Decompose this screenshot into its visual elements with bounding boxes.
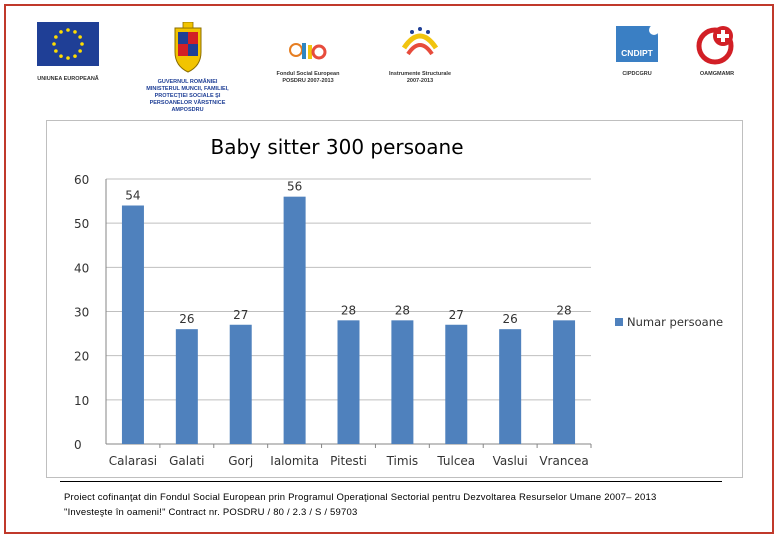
government-caption: GUVERNUL ROMÂNIEI MINISTERUL MUNCII, FAM… (146, 79, 229, 113)
bar (553, 320, 576, 444)
data-label: 26 (503, 312, 518, 326)
eu-star-icon (54, 35, 58, 39)
eu-star-icon (59, 54, 63, 58)
x-tick-label: Galati (169, 454, 204, 468)
eu-star-icon (52, 42, 56, 46)
structural-instruments-caption: Instrumente Structurale 2007-2013 (388, 71, 452, 84)
crest-icon (174, 21, 201, 73)
y-tick-label: 40 (74, 261, 89, 275)
x-tick-label: Vaslui (493, 454, 528, 468)
cndipt-icon: CNDIPT (616, 25, 659, 62)
cndipt-logo: CNDIPT CIPDCGRU (606, 22, 668, 78)
x-tick-label: Pitesti (330, 454, 367, 468)
y-tick-label: 20 (74, 350, 89, 364)
bar (229, 324, 252, 444)
x-tick-label: Gorj (228, 454, 253, 468)
red-cross-caption: OAMGMAMR (699, 71, 735, 77)
y-tick-label: 0 (74, 438, 82, 452)
fse-caption: Fondul Social European POSDRU 2007-2013 (276, 71, 340, 84)
x-tick-label: Timis (386, 454, 419, 468)
fse-logo: Fondul Social European POSDRU 2007-2013 (268, 22, 348, 85)
data-label: 27 (449, 308, 464, 322)
red-cross-logo: OAMGMAMR (692, 22, 742, 78)
x-tick-label: Calarasi (109, 454, 157, 468)
x-tick-label: Ialomita (270, 454, 319, 468)
eu-star-icon (73, 54, 77, 58)
eu-star-icon (54, 49, 58, 53)
eu-star-icon (78, 49, 82, 53)
y-tick-label: 30 (74, 306, 89, 320)
eu-star-icon (66, 28, 70, 32)
footer-rule (60, 481, 722, 482)
legend-label: Numar persoane (627, 315, 723, 329)
bar-chart: 0 10 20 30 40 50 60 54 Calarasi 26 Galati 27 Gorj 56 I… (74, 173, 723, 468)
chart-title: Baby sitter 300 persoane (210, 135, 464, 159)
legend-swatch (615, 318, 623, 326)
data-label: 28 (556, 303, 571, 317)
fse-icon (289, 43, 327, 60)
footer-line-2: "Investeşte în oameni!" Contract nr. POS… (64, 507, 358, 518)
bar (121, 205, 144, 444)
bar (283, 196, 306, 444)
data-label: 26 (179, 312, 194, 326)
y-tick-label: 60 (74, 173, 89, 187)
footer: Proiect cofinanţat din Fondul Social Eur… (64, 490, 744, 520)
structural-instruments-icon (401, 27, 439, 56)
eu-star-icon (73, 30, 77, 34)
cndipt-mark: CNDIPT (621, 48, 653, 58)
eu-star-icon (80, 42, 84, 46)
bar (337, 320, 360, 444)
y-tick-label: 50 (74, 217, 89, 231)
data-label: 27 (233, 308, 248, 322)
eu-star-icon (59, 30, 63, 34)
structural-instruments-logo: Instrumente Structurale 2007-2013 (380, 22, 460, 85)
eu-star-icon (78, 35, 82, 39)
bar (391, 320, 414, 444)
government-logo: GUVERNUL ROMÂNIEI MINISTERUL MUNCII, FAM… (140, 21, 235, 114)
bar (499, 329, 522, 444)
x-tick-label: Vrancea (539, 454, 588, 468)
eu-logo: UNIUNEA EUROPEANĂ (32, 22, 104, 83)
eu-star-icon (66, 56, 70, 60)
data-label: 56 (287, 180, 302, 194)
footer-line-1: Proiect cofinanţat din Fondul Social Eur… (64, 492, 657, 503)
eu-caption: UNIUNEA EUROPEANĂ (37, 76, 99, 82)
red-cross-icon (696, 26, 734, 65)
chart-container: Baby sitter 300 persoane 0 10 20 30 40 50 60 54… (46, 120, 743, 478)
data-label: 28 (341, 303, 356, 317)
bar (445, 324, 468, 444)
eu-flag-icon (37, 22, 99, 66)
cndipt-caption: CIPDCGRU (622, 71, 652, 77)
x-tick-label: Tulcea (436, 454, 475, 468)
data-label: 54 (125, 189, 140, 203)
data-label: 28 (395, 303, 410, 317)
y-tick-label: 10 (74, 394, 89, 408)
slide-frame (4, 4, 774, 534)
bar (175, 329, 198, 444)
